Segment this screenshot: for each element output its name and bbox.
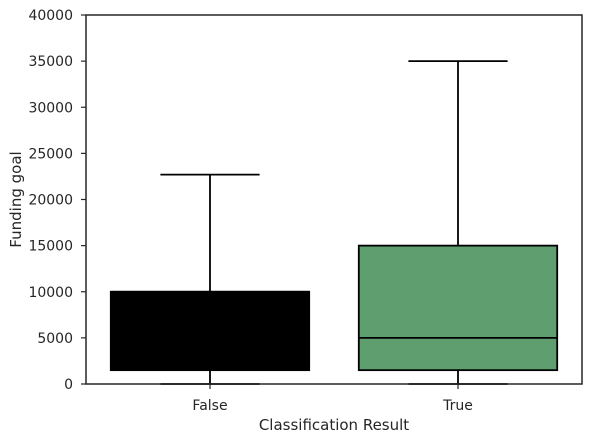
y-tick-label: 35000 bbox=[28, 54, 73, 70]
iqr-box bbox=[357, 244, 559, 372]
x-tick-label: False bbox=[192, 398, 227, 414]
x-axis-ticks: False True bbox=[192, 384, 473, 414]
y-axis-label: Funding goal bbox=[7, 151, 25, 247]
y-tick-label: 0 bbox=[64, 377, 73, 393]
boxes-layer bbox=[109, 60, 559, 385]
y-tick-label: 40000 bbox=[28, 8, 73, 24]
box-true bbox=[357, 60, 559, 385]
y-tick-label: 5000 bbox=[37, 331, 73, 347]
iqr-box bbox=[109, 290, 311, 372]
x-tick-label: True bbox=[442, 398, 473, 414]
y-tick-label: 30000 bbox=[28, 100, 73, 116]
y-tick-label: 25000 bbox=[28, 146, 73, 162]
box-false bbox=[109, 173, 311, 385]
y-tick-label: 15000 bbox=[28, 239, 73, 255]
y-tick-label: 20000 bbox=[28, 193, 73, 209]
x-axis-label: Classification Result bbox=[259, 416, 409, 434]
y-tick-label: 10000 bbox=[28, 285, 73, 301]
y-axis-ticks: 0 5000 10000 15000 20000 25000 30000 35000 40000 bbox=[28, 8, 86, 393]
